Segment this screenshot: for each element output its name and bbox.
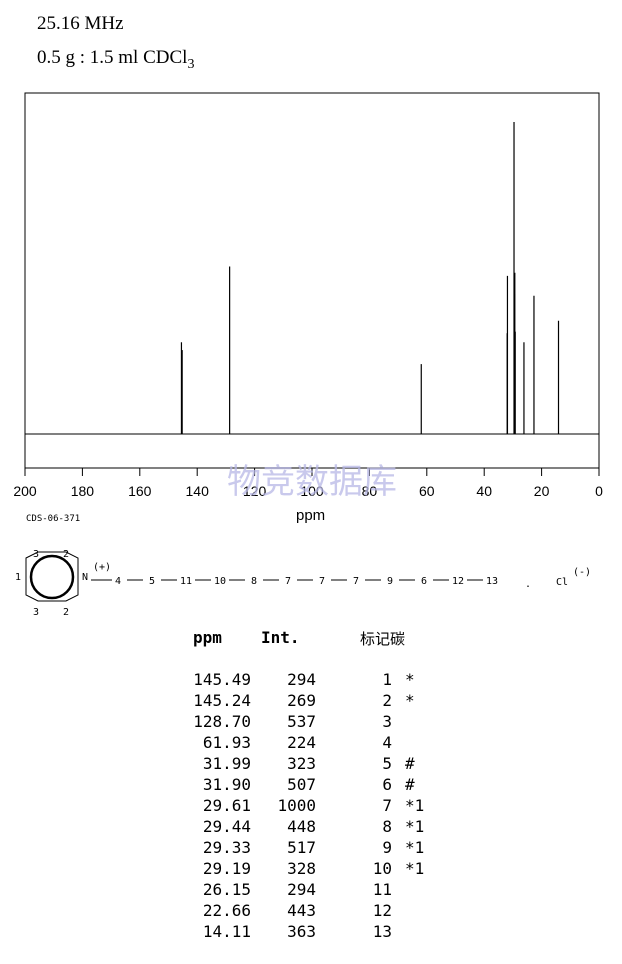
x-tick-label: 140 — [186, 483, 210, 499]
cell-ppm: 29.19 — [202, 859, 251, 878]
pyridinium-ring — [25, 551, 79, 602]
chain-atom-label: 7 — [319, 576, 325, 587]
cell-ppm: 31.99 — [202, 754, 251, 773]
x-tick-label: 120 — [243, 483, 267, 499]
cell-mark: # — [405, 775, 415, 794]
cell-atom: 8 — [382, 817, 392, 836]
spectrometer-frequency: 25.16 MHz — [37, 13, 124, 34]
cell-intensity: 537 — [287, 712, 316, 731]
x-tick-label: 60 — [419, 483, 435, 499]
chain-atom-label: 6 — [421, 576, 427, 587]
chain-atom-label: 10 — [214, 576, 226, 587]
cell-atom: 6 — [382, 775, 392, 794]
cell-ppm: 31.90 — [202, 775, 251, 794]
cell-intensity: 507 — [287, 775, 316, 794]
chain-atom-label: 11 — [180, 576, 192, 587]
ring-label: 3 — [33, 549, 39, 560]
cell-atom: 12 — [372, 901, 392, 920]
x-tick-label: 200 — [13, 483, 37, 499]
sample-subscript: 3 — [187, 56, 195, 72]
ring-label: 2 — [63, 607, 69, 618]
watermark: 物竞数据库 — [227, 462, 397, 502]
x-tick-label: 180 — [71, 483, 95, 499]
column-header-intensity: Int. — [261, 628, 300, 647]
cell-ppm: 22.66 — [202, 901, 251, 920]
ring-nitrogen: N — [82, 572, 88, 583]
salt-separator: . — [525, 579, 531, 590]
cell-atom: 11 — [372, 880, 392, 899]
x-tick-label: 80 — [362, 483, 378, 499]
chain-atom-label: 9 — [387, 576, 393, 587]
cell-ppm: 145.24 — [193, 691, 251, 710]
cell-ppm: 14.11 — [202, 922, 251, 941]
cell-intensity: 443 — [287, 901, 316, 920]
chain-atom-label: 8 — [251, 576, 257, 587]
cell-mark: *1 — [405, 859, 425, 878]
sample-concentration: 0.5 g : 1.5 ml CDCl3 — [37, 48, 194, 75]
nmr-spectrum-chart: 200 180 160 140 120 100 80 60 40 20 0 物竞数据库 — [13, 92, 603, 502]
molecule-structure: 3 2 1 N 3 2 (+) 4 5 11 10 8 7 7 7 9 6 12 13 . Cl (-… — [15, 549, 591, 618]
chain-atom-label: 5 — [149, 576, 155, 587]
x-tick-label: 100 — [300, 483, 324, 499]
cell-intensity: 517 — [287, 838, 316, 857]
cell-mark: *1 — [405, 838, 425, 857]
ring-label: 3 — [33, 607, 39, 618]
cell-intensity: 269 — [287, 691, 316, 710]
cell-mark: *1 — [405, 817, 425, 836]
column-header-ppm: ppm — [193, 628, 222, 647]
chain-atom-label: 12 — [452, 576, 464, 587]
cell-atom: 13 — [372, 922, 392, 941]
cell-intensity: 323 — [287, 754, 316, 773]
cell-atom: 7 — [382, 796, 392, 815]
cell-atom: 4 — [382, 733, 392, 752]
x-axis-label: ppm — [296, 507, 326, 524]
cell-intensity: 294 — [287, 670, 316, 689]
chain-atom-label: 7 — [353, 576, 359, 587]
cell-intensity: 363 — [287, 922, 316, 941]
plot-frame — [24, 92, 600, 469]
cell-ppm: 26.15 — [202, 880, 251, 899]
cation-charge: (+) — [93, 562, 111, 573]
cell-ppm: 145.49 — [193, 670, 251, 689]
spectrum-code: CDS-06-371 — [26, 514, 81, 524]
cell-atom: 10 — [372, 859, 392, 878]
ring-label: 2 — [63, 549, 69, 560]
aromatic-circle — [29, 554, 75, 600]
chain-atom-label: 7 — [285, 576, 291, 587]
cell-atom: 3 — [382, 712, 392, 731]
cell-atom: 5 — [382, 754, 392, 773]
cell-atom: 9 — [382, 838, 392, 857]
chain-atom-label: 4 — [115, 576, 121, 587]
x-tick-label: 40 — [476, 483, 492, 499]
cell-ppm: 128.70 — [193, 712, 251, 731]
cell-intensity: 448 — [287, 817, 316, 836]
cell-intensity: 224 — [287, 733, 316, 752]
cell-intensity: 1000 — [277, 796, 316, 815]
cell-ppm: 29.61 — [202, 796, 251, 815]
alkyl-chain: 4 5 11 10 8 7 7 7 9 6 12 13 — [91, 576, 498, 587]
cell-mark: # — [405, 754, 415, 773]
cell-mark: *1 — [405, 796, 425, 815]
counterion-charge: (-) — [573, 567, 591, 578]
counterion: Cl — [556, 577, 568, 588]
x-tick-label: 160 — [128, 483, 152, 499]
x-axis-ticks: 200 180 160 140 120 100 80 60 40 20 0 — [13, 468, 603, 499]
cell-ppm: 29.44 — [202, 817, 251, 836]
x-tick-label: 0 — [595, 483, 603, 499]
cell-mark: * — [405, 670, 415, 689]
cell-intensity: 328 — [287, 859, 316, 878]
chain-atom-label: 13 — [486, 576, 498, 587]
x-tick-label: 20 — [534, 483, 550, 499]
sample-text: 0.5 g : 1.5 ml CDCl — [37, 47, 188, 68]
ring-label: 1 — [15, 572, 21, 583]
cell-atom: 2 — [382, 691, 392, 710]
column-header-carbon: 标记碳 — [360, 630, 406, 648]
cell-ppm: 61.93 — [202, 733, 251, 752]
peaks-group — [180, 122, 560, 434]
cell-intensity: 294 — [287, 880, 316, 899]
cell-atom: 1 — [382, 670, 392, 689]
cell-ppm: 29.33 — [202, 838, 251, 857]
cell-mark: * — [405, 691, 415, 710]
